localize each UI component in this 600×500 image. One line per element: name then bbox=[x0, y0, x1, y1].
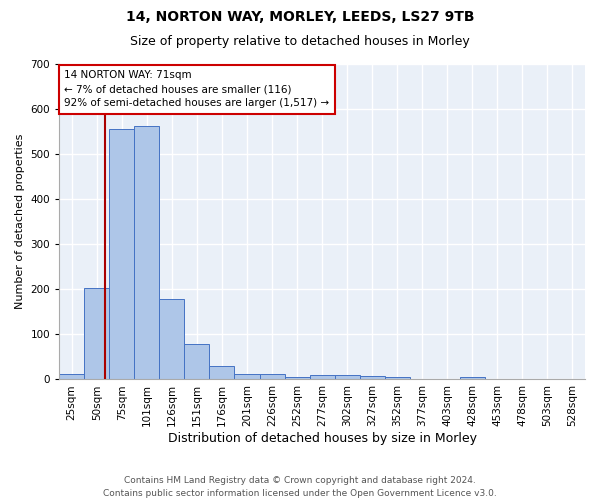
Bar bbox=[209, 366, 235, 380]
Bar bbox=[335, 375, 359, 380]
Text: Contains HM Land Registry data © Crown copyright and database right 2024.
Contai: Contains HM Land Registry data © Crown c… bbox=[103, 476, 497, 498]
Bar bbox=[134, 126, 160, 380]
X-axis label: Distribution of detached houses by size in Morley: Distribution of detached houses by size … bbox=[167, 432, 476, 445]
Bar bbox=[59, 374, 84, 380]
Text: 14, NORTON WAY, MORLEY, LEEDS, LS27 9TB: 14, NORTON WAY, MORLEY, LEEDS, LS27 9TB bbox=[126, 10, 474, 24]
Bar bbox=[109, 129, 134, 380]
Bar bbox=[310, 374, 335, 380]
Bar bbox=[84, 288, 109, 380]
Text: Size of property relative to detached houses in Morley: Size of property relative to detached ho… bbox=[130, 35, 470, 48]
Bar bbox=[184, 344, 209, 380]
Bar bbox=[235, 374, 260, 380]
Y-axis label: Number of detached properties: Number of detached properties bbox=[15, 134, 25, 310]
Bar bbox=[284, 377, 310, 380]
Bar bbox=[359, 376, 385, 380]
Bar bbox=[260, 374, 284, 380]
Bar bbox=[385, 377, 410, 380]
Text: 14 NORTON WAY: 71sqm
← 7% of detached houses are smaller (116)
92% of semi-detac: 14 NORTON WAY: 71sqm ← 7% of detached ho… bbox=[64, 70, 329, 108]
Bar bbox=[160, 299, 184, 380]
Bar bbox=[460, 377, 485, 380]
